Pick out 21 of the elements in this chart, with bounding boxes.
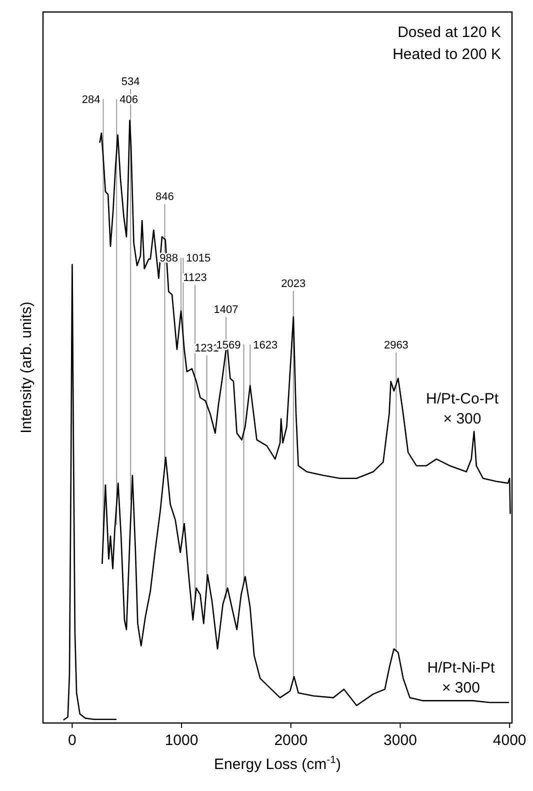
annotation: 2963: [384, 339, 408, 352]
annotation: 846: [156, 191, 174, 204]
x-axis-title: Energy Loss (cm$^{-1}$): [214, 754, 341, 773]
x-tick-label: 2000: [274, 732, 308, 749]
x-tick-label: 4000: [492, 732, 526, 749]
x-tick-label: 0: [68, 732, 76, 749]
annotation: 534: [121, 76, 140, 88]
annotation: 1123: [183, 272, 207, 284]
annotation: 284: [82, 94, 100, 106]
annotation: 1015: [186, 252, 211, 265]
y-axis-title: Intensity (arb. units): [18, 302, 35, 434]
x-tick-label: 1000: [164, 732, 198, 749]
text: Heated to 200 K: [392, 46, 501, 63]
annotation: 406: [120, 94, 138, 106]
text: Dosed at 120 K: [398, 24, 501, 41]
x-tick-label: 3000: [384, 732, 417, 749]
series-label: H/Pt-Ni-Pt × 300: [427, 660, 496, 697]
annotation: 1407: [214, 304, 238, 316]
annotation: 2023: [281, 278, 306, 290]
annotation: 1623: [253, 339, 278, 352]
series-label: H/Pt-Co-Pt × 300: [426, 390, 500, 428]
